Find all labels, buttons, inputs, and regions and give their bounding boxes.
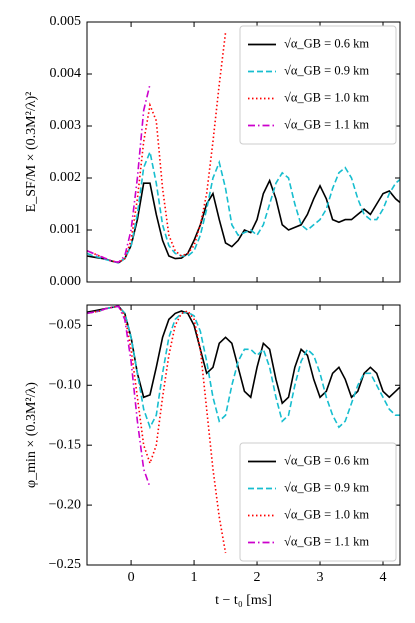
y-tick-label: −0.10 — [49, 377, 81, 392]
legend-label: √α_GB = 1.0 km — [284, 507, 369, 521]
series-line — [87, 32, 227, 264]
legend-label: √α_GB = 1.1 km — [284, 534, 369, 548]
series-line — [87, 149, 400, 264]
y-tick-label: −0.25 — [49, 557, 81, 572]
y-tick-label: 0.005 — [50, 14, 82, 29]
y-tick-label: −0.20 — [49, 497, 81, 512]
y-tick-label: −0.05 — [49, 318, 81, 333]
legend-box — [239, 442, 397, 562]
x-axis-label: t − t₀ [ms] — [215, 593, 272, 608]
y-tick-label: 0.002 — [50, 170, 82, 185]
x-tick-label: 4 — [379, 570, 386, 585]
legend-label: √α_GB = 0.9 km — [284, 63, 369, 77]
axes-frame — [86, 304, 401, 566]
series-line — [87, 305, 227, 554]
series-line — [87, 305, 151, 488]
y-tick-label: 0.004 — [50, 66, 82, 81]
x-tick-label: 3 — [317, 570, 324, 585]
legend-box — [239, 25, 397, 145]
x-tick-label: 1 — [191, 570, 198, 585]
legend-label: √α_GB = 1.0 km — [284, 90, 369, 104]
y-axis-label: φ_min × (0.3M²/λ) — [24, 382, 39, 488]
legend-label: √α_GB = 0.6 km — [284, 453, 369, 467]
y-tick-label: 0.000 — [50, 274, 82, 289]
y-tick-label: 0.001 — [50, 222, 82, 237]
axes-frame — [86, 21, 401, 283]
legend-label: √α_GB = 0.9 km — [284, 480, 369, 494]
y-tick-label: −0.15 — [49, 437, 81, 452]
series-line — [87, 178, 400, 264]
legend-label: √α_GB = 1.1 km — [284, 117, 369, 131]
y-axis-label: E_SF/M × (0.3M²/λ)² — [24, 92, 39, 213]
series-line — [87, 84, 151, 264]
series-line — [87, 305, 400, 430]
x-tick-label: 0 — [128, 570, 135, 585]
y-tick-label: 0.003 — [50, 118, 82, 133]
legend-label: √α_GB = 0.6 km — [284, 36, 369, 50]
x-tick-label: 2 — [254, 570, 261, 585]
